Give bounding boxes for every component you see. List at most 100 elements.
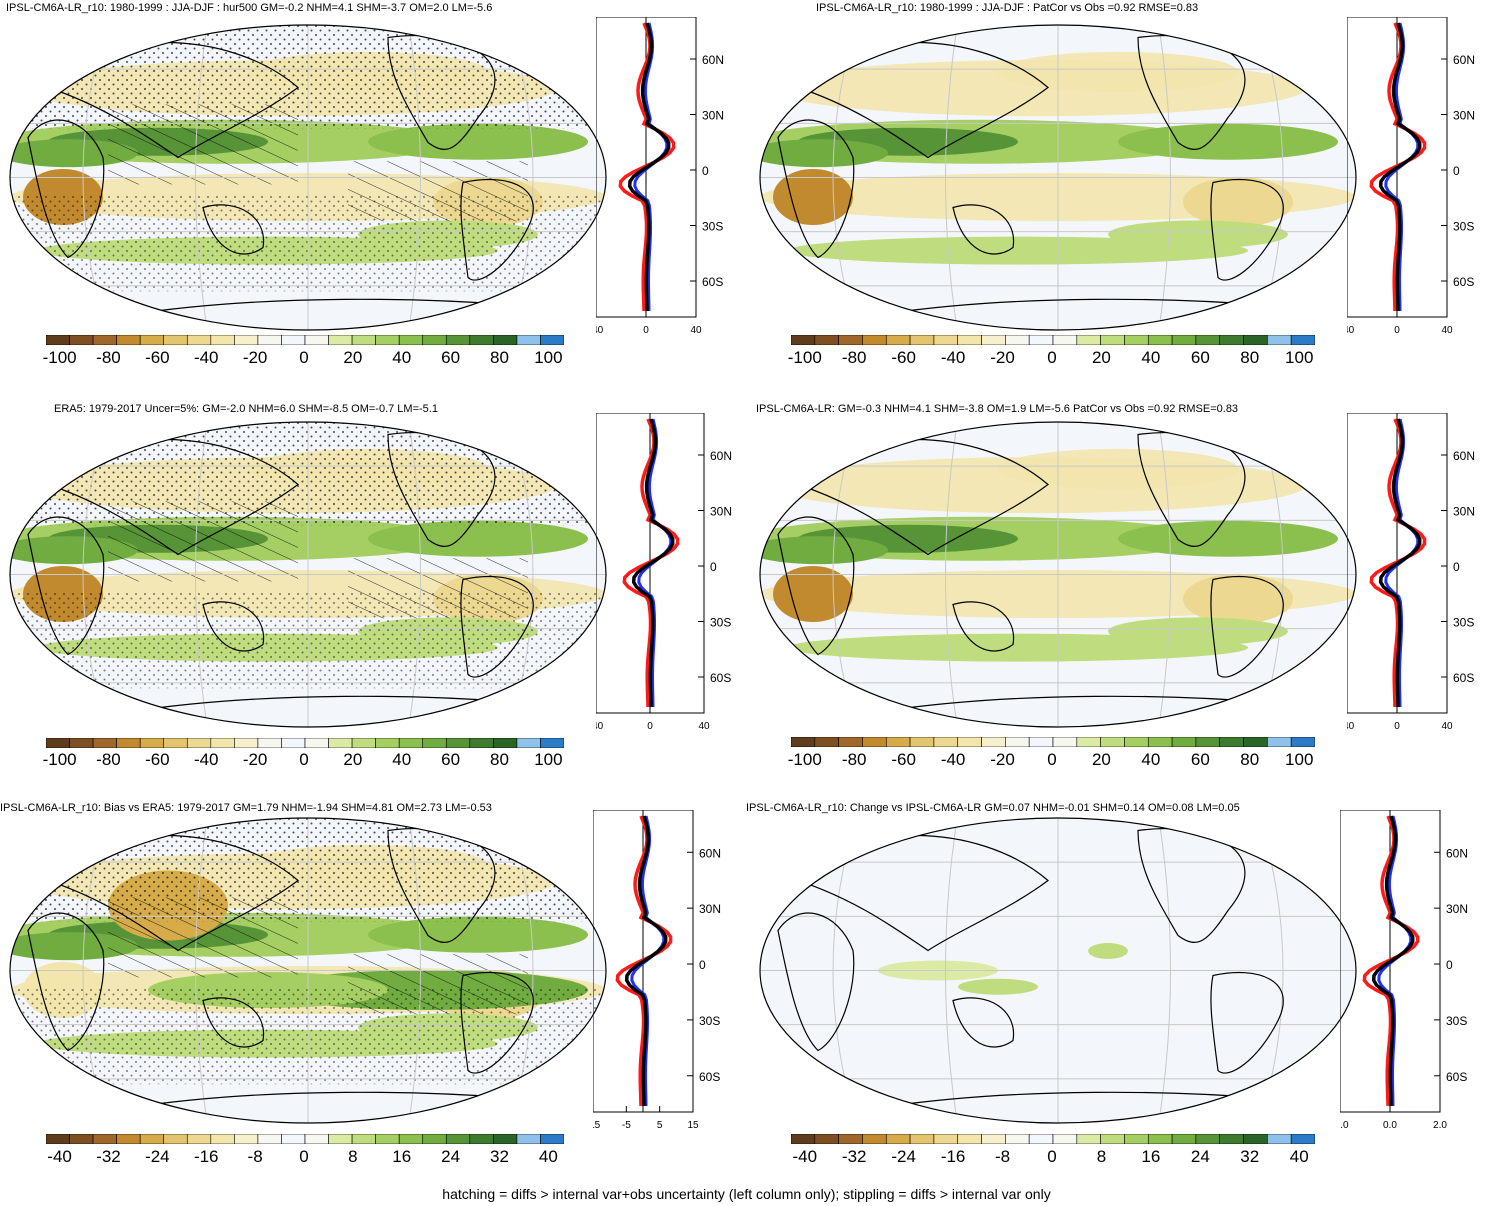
- colorbar-tick-label: -16: [193, 1147, 219, 1166]
- value-tick-label: 0: [647, 721, 653, 732]
- colorbar-tick-label: -40: [940, 750, 966, 769]
- colorbar-tick-label: 80: [490, 750, 509, 769]
- zonal-series-line: [631, 418, 675, 708]
- colorbar-tick-label: -20: [990, 750, 1015, 769]
- colorbar-tick-label: -60: [891, 750, 916, 769]
- zonal-series-line: [637, 418, 673, 708]
- panel-title: ERA5: 1979-2017 Uncer=5%: GM=-2.0 NHM=6.…: [54, 403, 438, 415]
- colorbar-tick-label: 8: [348, 1147, 358, 1166]
- colorbar-tick-label: -8: [994, 1147, 1011, 1166]
- value-tick-label: 40: [1441, 721, 1453, 732]
- colorbar-tick-label: 60: [441, 750, 461, 769]
- lat-tick-label: 30N: [1446, 902, 1468, 916]
- zonal-series-line: [627, 22, 671, 312]
- world-map: [9, 421, 607, 728]
- lat-tick-label: 60N: [1453, 53, 1475, 67]
- colorbar: [791, 335, 1315, 345]
- value-tick-label: -40: [596, 721, 604, 732]
- colorbar-tick-label: -100: [787, 750, 822, 769]
- lat-tick-label: 60N: [710, 449, 732, 463]
- colorbar-tick-label: -32: [841, 1147, 867, 1166]
- zonal-series-line: [1371, 815, 1415, 1106]
- colorbar-tick-label: -40: [940, 348, 966, 367]
- lat-tick-label: 30S: [702, 220, 723, 234]
- colorbar-tick-label: 40: [392, 348, 412, 367]
- value-tick-label: 0.0: [1383, 1120, 1397, 1131]
- colorbar-tick-label: 16: [392, 1147, 412, 1166]
- colorbar-tick-label: 20: [343, 750, 363, 769]
- lat-tick-label: 30N: [702, 109, 724, 123]
- zonal-series-line: [1377, 815, 1413, 1106]
- colorbar-labels: -100 -80 -60 -40 -20 0 20 40 60 80 100: [43, 750, 564, 772]
- lat-tick-label: 60N: [1453, 449, 1475, 463]
- world-map: [759, 421, 1357, 728]
- value-tick-label: -15: [593, 1120, 601, 1131]
- colorbar-tick-label: -24: [145, 1147, 170, 1166]
- colorbar-tick-label: 40: [538, 1147, 558, 1166]
- colorbar: [46, 335, 564, 345]
- lat-tick-label: 60S: [702, 275, 723, 289]
- colorbar-tick-label: 24: [1190, 1147, 1210, 1166]
- colorbar-tick-label: 40: [1141, 348, 1161, 367]
- lat-tick-label: 60S: [1446, 1070, 1467, 1084]
- colorbar-tick-label: 0: [299, 348, 309, 367]
- lat-tick-label: 60S: [1453, 275, 1474, 289]
- lat-tick-label: 30S: [1446, 1014, 1467, 1028]
- colorbar-tick-label: -20: [990, 348, 1015, 367]
- colorbar: [791, 1134, 1315, 1144]
- colorbar-tick-label: -40: [47, 1147, 72, 1166]
- colorbar-tick-label: -40: [792, 1147, 818, 1166]
- zonal-series-line: [1384, 418, 1420, 708]
- colorbar-tick-label: -60: [145, 750, 170, 769]
- colorbar-labels: -100 -80 -60 -40 -20 0 20 40 60 80 100: [42, 348, 564, 370]
- colorbar-tick-label: 80: [1240, 750, 1260, 769]
- colorbar-tick-label: 60: [441, 348, 461, 367]
- colorbar-tick-label: 40: [392, 750, 412, 769]
- colorbar-tick-label: 0: [1047, 750, 1057, 769]
- value-tick-label: 40: [690, 325, 702, 336]
- panel-title: IPSL-CM6A-LR: GM=-0.3 NHM=4.1 SHM=-3.8 O…: [756, 403, 1239, 415]
- value-tick-label: 2.0: [1433, 1120, 1447, 1131]
- colorbar-tick-label: 100: [534, 750, 563, 769]
- colorbar-tick-label: 40: [1141, 750, 1161, 769]
- zonal-series-line: [1378, 22, 1422, 312]
- colorbar-tick-label: 80: [1240, 348, 1260, 367]
- colorbar-tick-label: -8: [247, 1147, 263, 1166]
- colorbar-tick-label: -24: [891, 1147, 916, 1166]
- world-map: [9, 817, 607, 1124]
- lat-tick-label: 0: [1446, 958, 1453, 972]
- colorbar-tick-label: 60: [1190, 750, 1210, 769]
- lat-tick-label: 60S: [710, 671, 731, 685]
- value-tick-label: 5: [657, 1120, 663, 1131]
- colorbar-tick-label: 40: [1289, 1147, 1309, 1166]
- value-tick-label: 40: [698, 721, 710, 732]
- colorbar-tick-label: 80: [490, 348, 509, 367]
- colorbar-tick-label: 0: [1047, 1147, 1057, 1166]
- colorbar-tick-label: -80: [96, 750, 121, 769]
- footer-note: hatching = diffs > internal var+obs unce…: [442, 1186, 1051, 1202]
- lat-tick-label: 60S: [1453, 671, 1474, 685]
- colorbar-tick-label: -20: [242, 750, 268, 769]
- colorbar-tick-label: -100: [42, 348, 77, 367]
- colorbar: [791, 737, 1315, 747]
- value-tick-label: 15: [687, 1120, 699, 1131]
- value-tick-label: -2.0: [1340, 1120, 1349, 1131]
- lat-tick-label: 0: [1453, 164, 1460, 178]
- colorbar-labels: -40 -32 -24 -16 -8 0 8 16 24 32 40: [789, 1147, 1315, 1169]
- colorbar-tick-label: -20: [242, 348, 268, 367]
- colorbar-tick-label: -40: [193, 750, 219, 769]
- zonal-series-line: [624, 815, 668, 1106]
- colorbar-tick-label: 0: [1047, 348, 1057, 367]
- colorbar-tick-label: 60: [1190, 348, 1210, 367]
- lat-tick-label: 30S: [699, 1014, 720, 1028]
- value-tick-label: 0: [643, 325, 649, 336]
- zonal-series-line: [633, 22, 669, 312]
- lat-tick-label: 0: [710, 560, 717, 574]
- colorbar-tick-label: -40: [193, 348, 219, 367]
- colorbar-tick-label: 20: [1091, 348, 1111, 367]
- colorbar-tick-label: 32: [490, 1147, 509, 1166]
